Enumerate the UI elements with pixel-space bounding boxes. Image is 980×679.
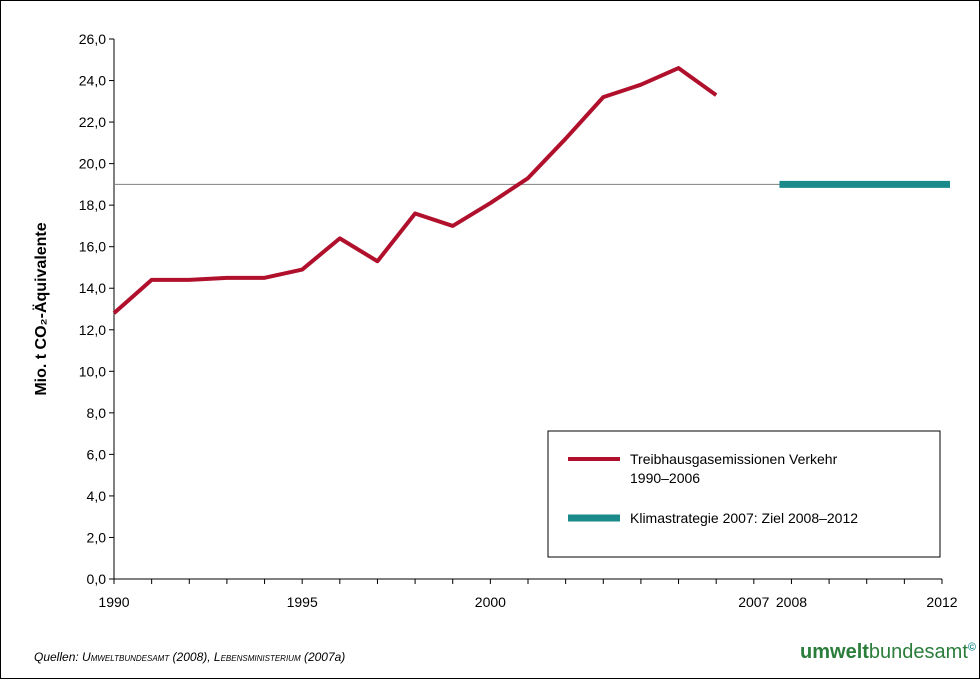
legend: Treibhausgasemissionen Verkehr 1990–2006 K… (547, 430, 941, 558)
y-tick-label: 22,0 (79, 114, 106, 130)
legend-label-emissions: 1990–2006 (630, 470, 700, 486)
x-tick-label: 1990 (98, 594, 129, 610)
source-note: Quellen: Umweltbundesamt (2008), Lebensm… (34, 650, 346, 664)
legend-box (547, 430, 941, 558)
y-tick-label: 2,0 (87, 529, 107, 545)
y-tick-label: 24,0 (79, 73, 106, 89)
legend-label-target: Klimastrategie 2007: Ziel 2008–2012 (630, 510, 858, 526)
y-tick-label: 4,0 (87, 488, 107, 504)
emissions-line (112, 66, 718, 315)
y-axis-title: Mio. t CO₂-Äquivalente (32, 222, 50, 395)
y-tick-label: 6,0 (87, 446, 107, 462)
y-tick-label: 10,0 (79, 363, 106, 379)
axes: 0,0 2,0 4,0 6,0 8,0 10,0 12,0 14,0 16,0 18,0 20,0 2… (32, 31, 958, 610)
y-tick-label: 8,0 (87, 405, 107, 421)
y-tick-label: 26,0 (79, 31, 106, 47)
x-tick-label: 2000 (475, 594, 506, 610)
x-tick-label: 2008 (776, 594, 807, 610)
x-tick-label: 2012 (926, 594, 957, 610)
y-tick-label: 20,0 (79, 156, 106, 172)
umweltbundesamt-logo: umweltbundesamt© (800, 641, 976, 663)
y-tick-label: 18,0 (79, 197, 106, 213)
series-group (112, 66, 950, 315)
x-tick-label: 1995 (287, 594, 318, 610)
legend-label-emissions: Treibhausgasemissionen Verkehr (630, 451, 838, 467)
x-tick-label: 2007 (738, 594, 769, 610)
y-tick-label: 0,0 (87, 571, 107, 587)
y-tick-label: 12,0 (79, 322, 106, 338)
y-tick-label: 16,0 (79, 239, 106, 255)
y-tick-label: 14,0 (79, 280, 106, 296)
